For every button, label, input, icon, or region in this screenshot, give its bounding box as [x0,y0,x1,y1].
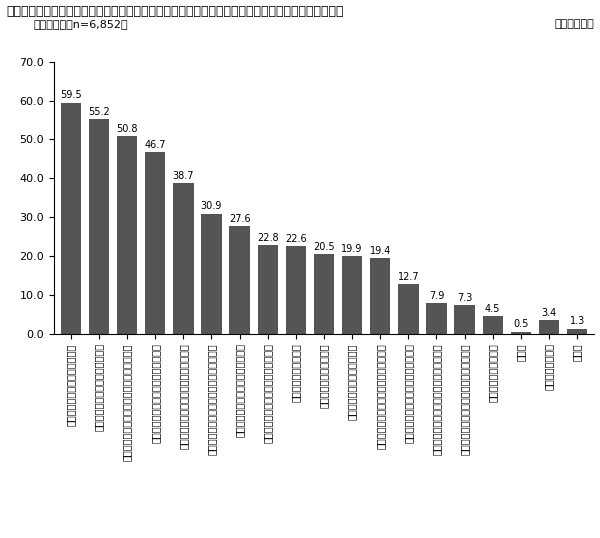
Bar [398,284,419,334]
Bar [202,214,221,334]
Text: 図表１－２　日常の業務のなかで、従業員に仕事を効果的に覚えてもらうために行っている取り組み: 図表１－２ 日常の業務のなかで、従業員に仕事を効果的に覚えてもらうために行ってい… [6,5,343,18]
Text: その他: その他 [516,343,526,361]
Text: 19.4: 19.4 [370,246,391,256]
Bar [567,329,587,334]
Bar [427,303,446,334]
Text: 27.6: 27.6 [229,214,250,224]
Bar [370,258,391,334]
Text: 22.6: 22.6 [285,233,307,244]
Bar [314,254,334,334]
Text: 59.5: 59.5 [60,90,82,100]
Text: （単位：％）: （単位：％） [554,19,594,29]
Text: 仕事について相談に乗ったり、助言している: 仕事について相談に乗ったり、助言している [122,343,132,461]
Text: 0.5: 0.5 [513,319,529,329]
Text: とにかく実践させ、経験させる: とにかく実践させ、経験させる [66,343,76,426]
Text: 専任の職業人生について相談に乗っている: 専任の職業人生について相談に乗っている [460,343,470,455]
Text: 3.4: 3.4 [541,308,557,318]
Text: 1.3: 1.3 [569,316,585,326]
Text: 仕事の幅を広げている: 仕事の幅を広げている [291,343,301,402]
Text: 仕事を振り返る機会を与える: 仕事を振り返る機会を与える [347,343,357,420]
Text: 仕事を行う上での心構えを示している: 仕事を行う上での心構えを示している [150,343,160,443]
Text: 38.7: 38.7 [173,171,194,181]
Text: 4.5: 4.5 [485,304,500,314]
Bar [539,320,559,334]
Bar [257,245,278,334]
Bar [482,316,503,334]
Text: 30.9: 30.9 [201,201,222,211]
Text: 後輩の指導を任せている: 後輩の指導を任せている [319,343,329,408]
Bar [173,183,193,334]
Bar [455,305,475,334]
Text: 19.9: 19.9 [341,244,363,254]
Text: 55.2: 55.2 [88,107,110,117]
Bar [145,152,166,334]
Text: 50.8: 50.8 [116,124,138,134]
Text: 何も行っていない: 何も行っていない [544,343,554,390]
Text: 46.7: 46.7 [145,140,166,150]
Bar [89,119,109,334]
Text: 会社の人材育成方針について説明している: 会社の人材育成方針について説明している [431,343,442,455]
Text: （複数回答　n=6,852）: （複数回答 n=6,852） [33,19,128,29]
Text: 会社の理念や創業者の考え方を理解させる: 会社の理念や創業者の考え方を理解させる [206,343,217,455]
Text: 仕事のやり方を実際に見せている: 仕事のやり方を実際に見せている [94,343,104,431]
Text: 20.5: 20.5 [313,242,335,252]
Text: 業務に関するマニュアルを配布している: 業務に関するマニュアルを配布している [375,343,385,449]
Bar [117,137,137,334]
Text: 今後の教育係を付ける: 今後の教育係を付ける [488,343,498,402]
Bar [511,331,531,334]
Text: 身につけるべき知識や能力を示している: 身につけるべき知識や能力を示している [178,343,188,449]
Text: 7.9: 7.9 [429,291,444,301]
Bar [342,256,362,334]
Text: 段階的に高度な仕事を割り振っている: 段階的に高度な仕事を割り振っている [263,343,273,443]
Bar [229,226,250,334]
Text: 7.3: 7.3 [457,293,472,303]
Text: 12.7: 12.7 [398,272,419,282]
Text: 目指すべき仕事や役割を示している: 目指すべき仕事や役割を示している [235,343,245,437]
Bar [286,246,306,334]
Bar [61,103,81,334]
Text: 無回答: 無回答 [572,343,582,361]
Text: 個々の従業員の教育訓練の計画をくる: 個々の従業員の教育訓練の計画をくる [403,343,413,443]
Text: 22.8: 22.8 [257,233,278,243]
